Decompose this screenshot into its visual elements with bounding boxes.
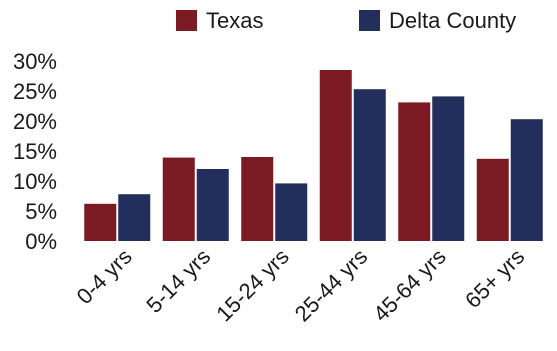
bar-delta-county-3 [353, 89, 386, 241]
y-tick-label: 0% [25, 229, 57, 254]
legend-swatch-texas [176, 10, 197, 31]
y-axis: 0% 5% 10% 15% 20% 25% 30% [13, 49, 57, 254]
x-tick-label: 45-64 yrs [368, 244, 451, 327]
y-tick-label: 5% [25, 199, 57, 224]
y-tick-label: 30% [13, 49, 57, 74]
bar-delta-county-5 [510, 119, 543, 241]
x-tick-label: 15-24 yrs [211, 244, 294, 327]
y-tick-label: 25% [13, 79, 57, 104]
bar-texas-2 [241, 157, 274, 241]
bar-texas-4 [398, 102, 431, 242]
bar-delta-county-2 [275, 183, 308, 241]
bar-texas-3 [319, 70, 352, 241]
y-tick-label: 15% [13, 139, 57, 164]
bar-delta-county-0 [118, 194, 151, 241]
legend-swatch-delta-county [359, 10, 380, 31]
x-tick-label: 25-44 yrs [290, 244, 373, 327]
y-tick-label: 20% [13, 109, 57, 134]
x-tick-label: 65+ yrs [460, 244, 529, 313]
bar-texas-1 [162, 157, 195, 241]
legend-label-texas: Texas [206, 8, 263, 33]
x-tick-label: 0-4 yrs [72, 244, 137, 309]
y-tick-label: 10% [13, 169, 57, 194]
legend-label-delta-county: Delta County [389, 8, 516, 33]
legend: Texas Delta County [176, 8, 516, 33]
bar-delta-county-4 [432, 96, 465, 242]
bar-texas-5 [476, 158, 509, 241]
bar-delta-county-1 [196, 169, 229, 241]
x-tick-label: 5-14 yrs [141, 244, 215, 318]
bars [84, 70, 543, 242]
bar-texas-0 [84, 203, 117, 241]
